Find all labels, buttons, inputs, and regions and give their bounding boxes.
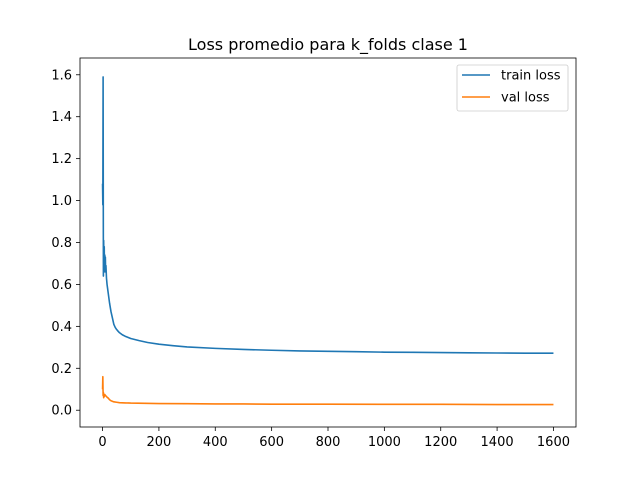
x-tick-label: 600 — [259, 435, 284, 450]
legend-box — [456, 64, 569, 112]
y-tick-label: 1.2 — [51, 152, 72, 167]
x-tick-label: 1000 — [368, 435, 401, 450]
y-tick-label: 0.2 — [51, 362, 72, 377]
plot-area — [79, 57, 577, 428]
y-axis: 0.0 0.2 0.4 0.6 0.8 1.0 1.2 1.4 1.6 — [51, 68, 80, 419]
x-tick-label: 200 — [146, 435, 171, 450]
legend-label: train loss — [501, 69, 561, 84]
x-axis: 0 200 400 600 800 1000 1200 1400 1600 — [98, 427, 570, 450]
y-tick-label: 1.4 — [51, 110, 72, 125]
series-line — [101, 76, 554, 354]
y-tick-label: 0.6 — [51, 278, 72, 293]
x-tick-label: 800 — [316, 435, 341, 450]
legend: train loss val loss — [456, 64, 569, 112]
y-tick-label: 0.4 — [51, 320, 72, 335]
y-tick-label: 1.6 — [51, 68, 72, 83]
x-tick-label: 1600 — [537, 435, 570, 450]
y-tick-label: 0.0 — [51, 404, 72, 419]
chart-title: Loss promedio para k_folds clase 1 — [188, 35, 468, 55]
legend-label: val loss — [501, 91, 550, 106]
series-line — [101, 375, 554, 406]
x-tick-label: 400 — [203, 435, 228, 450]
series-layer — [101, 76, 554, 406]
x-tick-label: 1400 — [481, 435, 514, 450]
x-tick-label: 0 — [98, 435, 106, 450]
plot-background — [80, 58, 576, 427]
y-tick-label: 1.0 — [51, 194, 72, 209]
x-tick-label: 1200 — [424, 435, 457, 450]
y-tick-label: 0.8 — [51, 236, 72, 251]
